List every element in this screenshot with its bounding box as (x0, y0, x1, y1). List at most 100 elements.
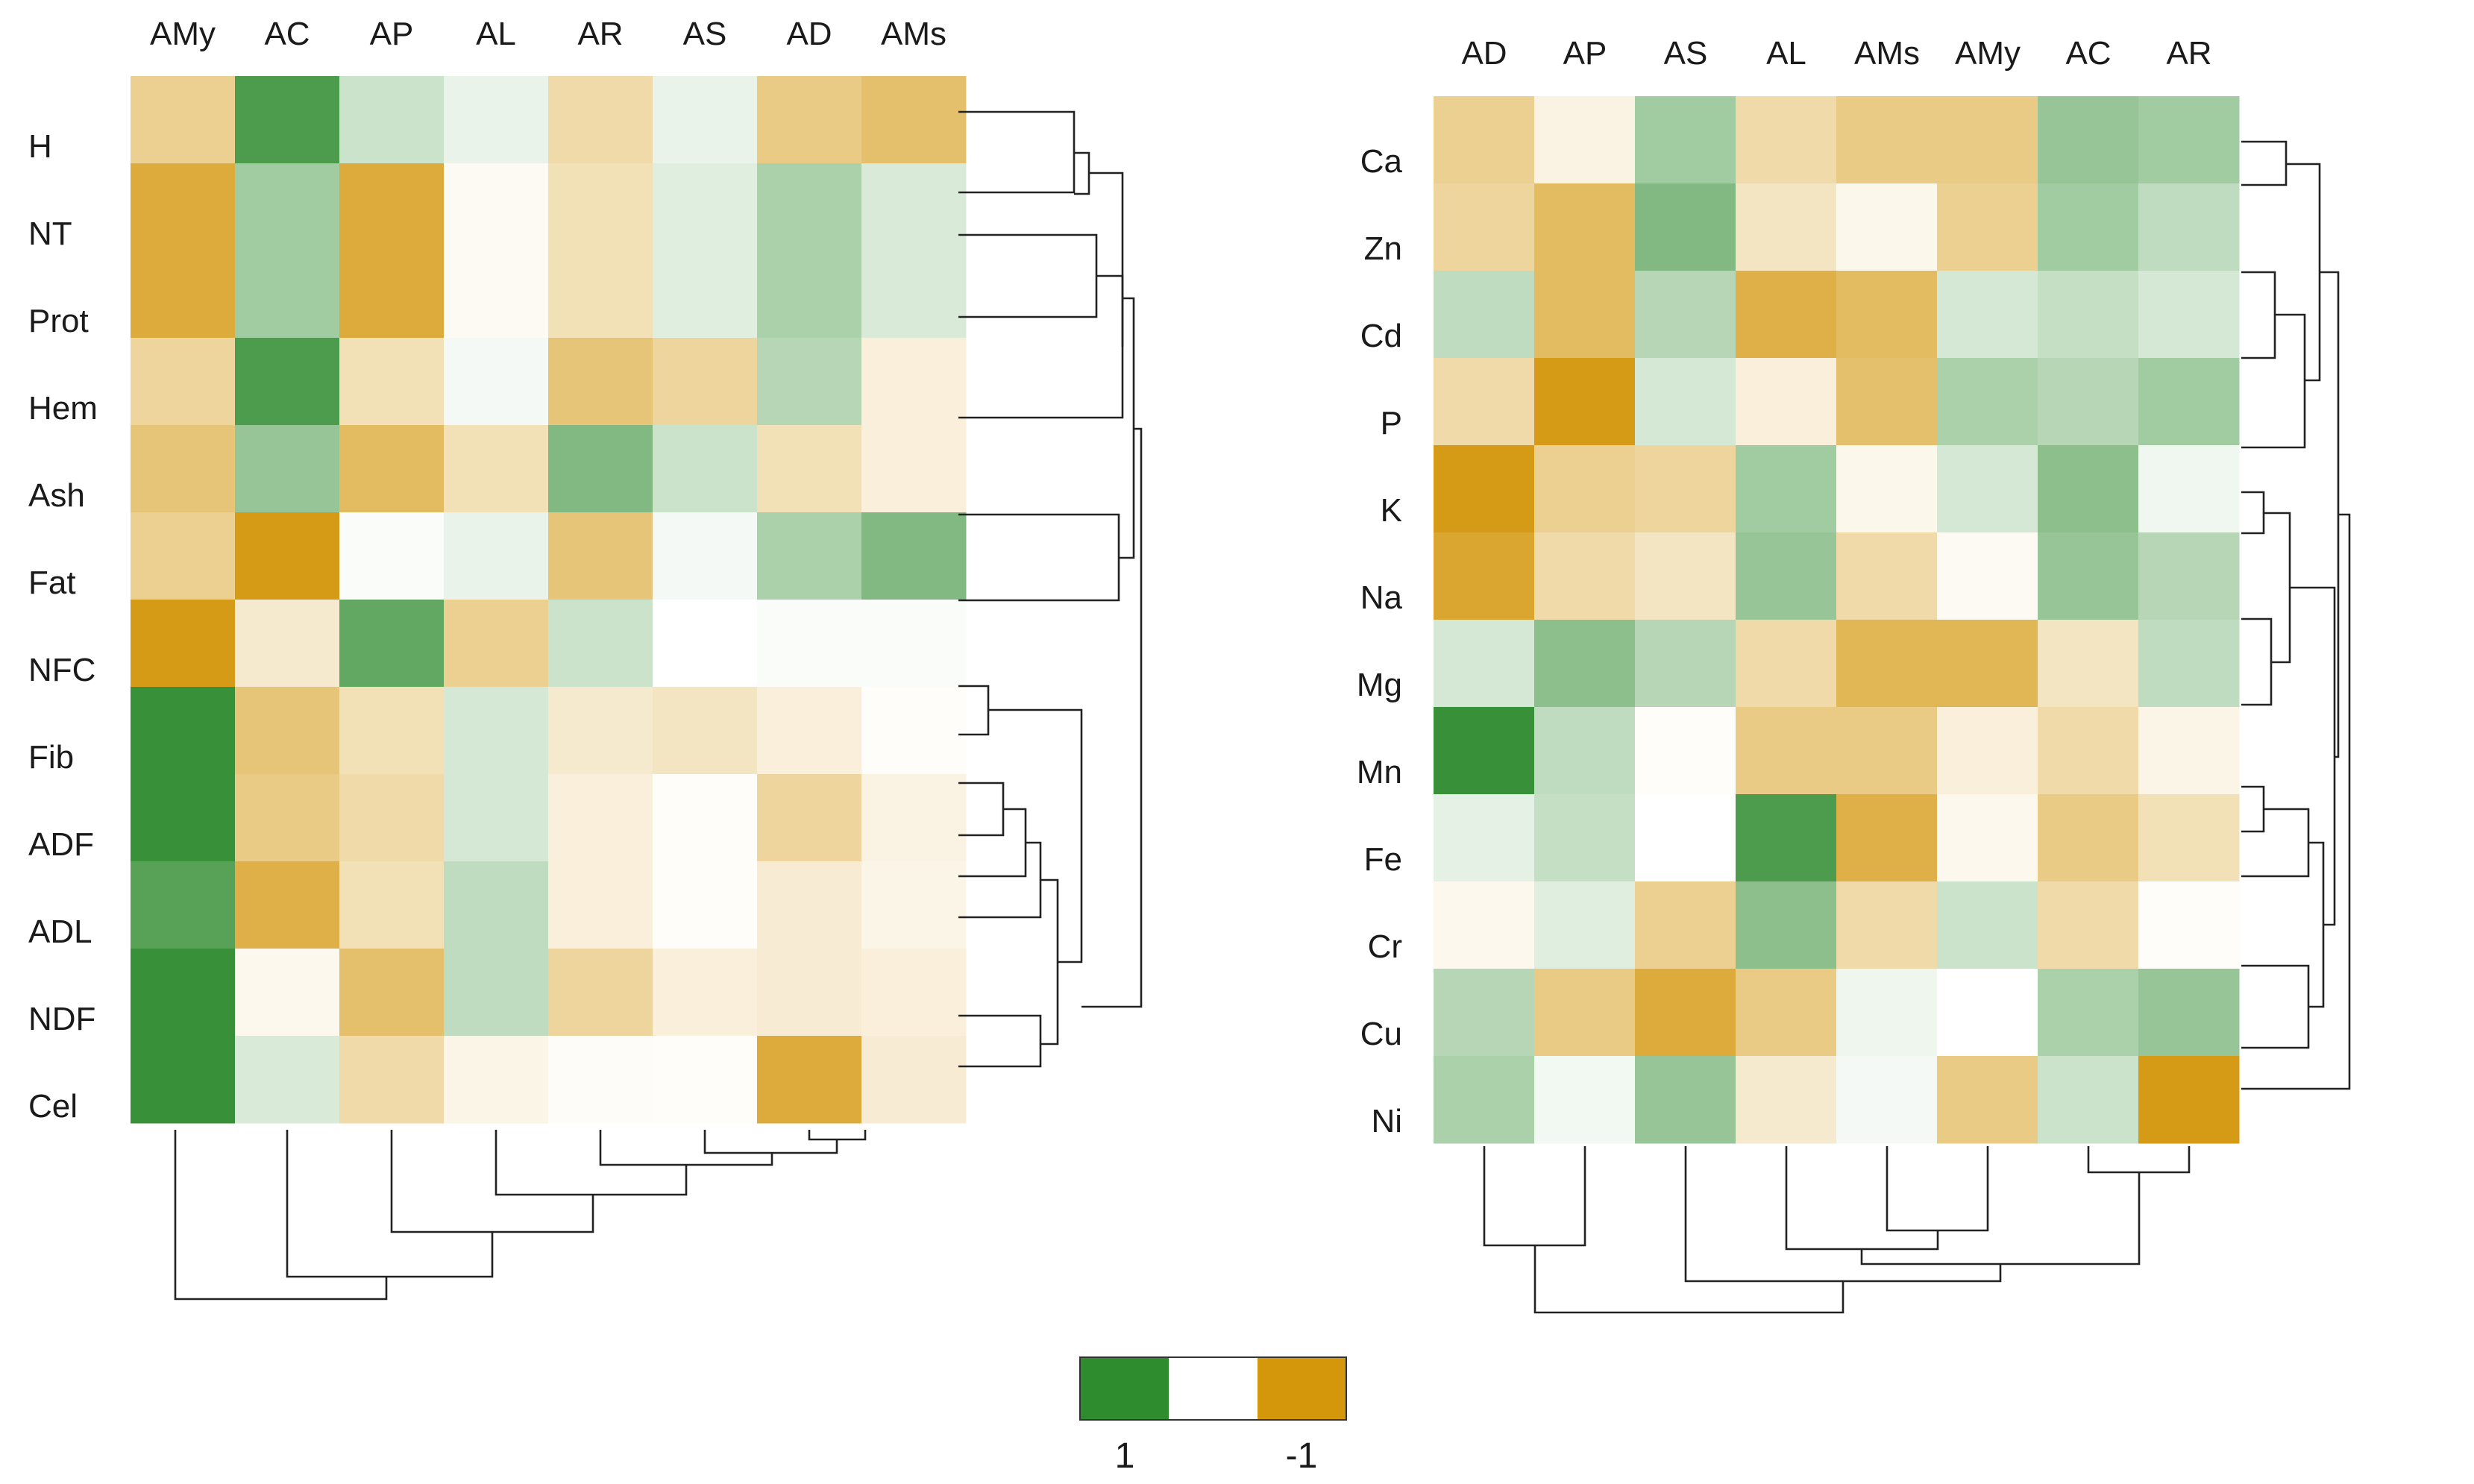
dendrogram-branch (1860, 1172, 2141, 1266)
heatmap-cell-NDF-AD (757, 949, 862, 1037)
heatmap-cell-Cu-AC (2038, 969, 2139, 1057)
heatmap-cell-Na-AP (1534, 532, 1636, 620)
heatmap-cell-Prot-AP (339, 251, 445, 339)
heatmap-cell-Mg-AL (1736, 620, 1837, 708)
dendrogram-branch (1040, 878, 1059, 1046)
heatmap-cell-Cr-AMy (1937, 881, 2038, 969)
row-label: Ca (1360, 143, 1403, 180)
heatmap-cell-Cd-AD (1434, 271, 1535, 359)
heatmap-cell-Ni-AL (1736, 1056, 1837, 1144)
dendrogram-branch (1785, 1146, 1939, 1251)
heatmap-cell-Fat-AS (653, 512, 758, 600)
heatmap-cell-Mg-AC (2038, 620, 2139, 708)
heatmap-cell-Mn-AL (1736, 707, 1837, 795)
heatmap-cell-Zn-AR (2138, 183, 2240, 271)
heatmap-left-row-labels: H NT Prot Hem Ash Fat NFC Fib ADF ADL ND… (28, 128, 98, 1125)
heatmap-cell-Hem-AMs (861, 338, 967, 426)
heatmap-cell-NFC-AR (548, 600, 653, 688)
heatmap-cell-Ca-AR (2138, 96, 2240, 184)
dendrogram-branch (958, 1014, 1042, 1068)
heatmap-cell-Prot-AC (235, 251, 340, 339)
heatmap-cell-Cu-AD (1434, 969, 1535, 1057)
heatmap-right-col-dendrogram (1483, 1146, 2191, 1314)
heatmap-cell-Fib-AMs (861, 687, 967, 775)
heatmap-cell-NT-AS (653, 163, 758, 251)
heatmap-cell-Cu-AP (1534, 969, 1636, 1057)
heatmap-cell-Fib-AL (444, 687, 549, 775)
heatmap-cell-Cr-AR (2138, 881, 2240, 969)
row-label: Hem (28, 390, 98, 427)
heatmap-cell-Cr-AD (1434, 881, 1535, 969)
heatmap-cell-Fat-AMy (131, 512, 236, 600)
heatmap-cell-Na-AR (2138, 532, 2240, 620)
heatmap-cell-Prot-AMy (131, 251, 236, 339)
heatmap-cell-Ni-AR (2138, 1056, 2240, 1144)
dendrogram-branch (2241, 964, 2310, 1049)
colorbar: 1 -1 (1079, 1356, 1347, 1476)
heatmap-cell-NDF-AMy (131, 949, 236, 1037)
dendrogram-branch (1483, 1146, 1586, 1247)
heatmap-cell-ADL-AR (548, 861, 653, 949)
heatmap-cell-Cu-AMs (1836, 969, 1938, 1057)
dendrogram-branch (1081, 427, 1143, 1008)
heatmap-cell-NFC-AP (339, 600, 445, 688)
colorbar-positive-label: 1 (1115, 1436, 1135, 1476)
heatmap-cell-Cr-AL (1736, 881, 1837, 969)
heatmap-cell-Cu-AMy (1937, 969, 2038, 1057)
heatmap-cell-NT-AMy (131, 163, 236, 251)
row-label: NT (28, 216, 72, 252)
heatmap-cell-NFC-AL (444, 600, 549, 688)
heatmap-cell-Ash-AL (444, 425, 549, 513)
heatmap-cell-NT-AC (235, 163, 340, 251)
colorbar-negative-swatch (1258, 1358, 1346, 1419)
heatmap-cell-ADL-AD (757, 861, 862, 949)
heatmap-cell-H-AD (757, 76, 862, 164)
heatmap-cell-Cr-AP (1534, 881, 1636, 969)
row-label: Fib (28, 739, 74, 776)
dendrogram-branch (2290, 586, 2336, 926)
heatmap-cell-Mn-AC (2038, 707, 2139, 795)
heatmap-cell-ADL-AL (444, 861, 549, 949)
col-label: AD (786, 16, 832, 52)
heatmap-cell-Hem-AC (235, 338, 340, 426)
heatmap-cell-Cu-AS (1635, 969, 1736, 1057)
heatmap-cell-H-AMs (861, 76, 967, 164)
heatmap-cell-ADL-AMs (861, 861, 967, 949)
dendrogram-branch (1533, 1245, 1844, 1314)
heatmap-cell-H-AP (339, 76, 445, 164)
heatmap-cell-NDF-AC (235, 949, 340, 1037)
dendrogram-branch (958, 841, 1042, 919)
heatmap-cell-Ni-AMs (1836, 1056, 1938, 1144)
heatmap-right: AD AP AS AL AMs AMy AC AR Ca Zn Cd P K N… (1357, 35, 2351, 1314)
heatmap-cell-Fe-AD (1434, 794, 1535, 882)
col-label: AMs (1854, 35, 1920, 72)
heatmap-cell-H-AR (548, 76, 653, 164)
heatmap-cell-Cu-AL (1736, 969, 1837, 1057)
col-label: AMy (150, 16, 216, 52)
heatmap-cell-Hem-AP (339, 338, 445, 426)
heatmap-cell-P-AL (1736, 358, 1837, 446)
heatmap-cell-NFC-AMy (131, 600, 236, 688)
heatmap-cell-ADF-AS (653, 774, 758, 862)
row-label: Ash (28, 477, 85, 514)
heatmap-cell-Prot-AMs (861, 251, 967, 339)
heatmap-cell-ADL-AS (653, 861, 758, 949)
heatmap-cell-Hem-AMy (131, 338, 236, 426)
heatmap-cell-Cd-AMy (1937, 271, 2038, 359)
row-label: K (1381, 492, 1402, 529)
dendrogram-branch (2241, 513, 2351, 1090)
heatmap-cell-ADL-AP (339, 861, 445, 949)
heatmap-cell-Cd-AR (2138, 271, 2240, 359)
heatmap-cell-H-AL (444, 76, 549, 164)
heatmap-cell-Prot-AD (757, 251, 862, 339)
heatmap-left-row-dendrogram (958, 110, 1143, 1068)
heatmap-cell-Ash-AS (653, 425, 758, 513)
heatmap-cell-NFC-AD (757, 600, 862, 688)
heatmap-cell-NFC-AC (235, 600, 340, 688)
heatmap-cell-Fat-AMs (861, 512, 967, 600)
heatmap-cell-Hem-AL (444, 338, 549, 426)
heatmap-cell-Fe-AMy (1937, 794, 2038, 882)
heatmap-cell-Ca-AS (1635, 96, 1736, 184)
heatmap-cell-Ca-AMy (1937, 96, 2038, 184)
heatmap-cell-Mg-AR (2138, 620, 2240, 708)
